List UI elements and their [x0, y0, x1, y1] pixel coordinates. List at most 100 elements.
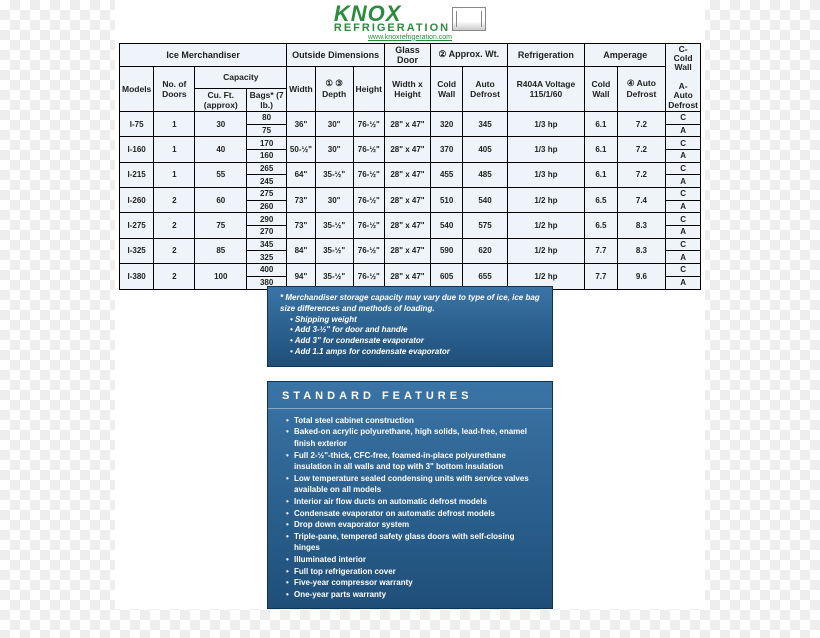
cell-amp-auto: 8.3 — [617, 238, 666, 263]
cell-bags-bot: 260 — [247, 200, 287, 213]
cell-cuft: 30 — [195, 112, 247, 137]
cell-amp-auto: 7.2 — [617, 112, 666, 137]
spec-table: Ice Merchandiser Outside Dimensions Glas… — [119, 43, 701, 280]
table-row: I-32528534584"35-½"76-½"28" x 47"5906201… — [120, 238, 701, 251]
hdr-depth: ① ③ Depth — [315, 66, 353, 111]
cell-height: 76-½" — [353, 238, 384, 263]
table-row: I-26026027573"30"76-½"28" x 47"5105401/2… — [120, 188, 701, 201]
cell-ca-a: A — [666, 200, 701, 213]
table-row: I-751308036"30"76-½"28" x 47"3203451/3 h… — [120, 112, 701, 125]
spec-table-head: Ice Merchandiser Outside Dimensions Glas… — [120, 43, 701, 111]
cell-refrig: 1/3 hp — [507, 112, 585, 137]
notes-item: Shipping weight — [280, 315, 542, 326]
cell-depth: 35-½" — [315, 238, 353, 263]
cell-bags-bot: 245 — [247, 175, 287, 188]
cell-model: I-325 — [120, 238, 154, 263]
cell-width: 73" — [287, 213, 316, 238]
cell-doors: 1 — [154, 162, 195, 187]
page-container: KNOX REFRIGERATION www.knoxrefrigeration… — [115, 0, 705, 609]
cell-bags-top: 275 — [247, 188, 287, 201]
cell-model: I-260 — [120, 188, 154, 213]
cell-refrig: 1/2 hp — [507, 213, 585, 238]
notes-item: Add 3" for condensate evaporator — [280, 336, 542, 347]
logo-line2: REFRIGERATION — [334, 24, 450, 34]
feature-item: Full top refrigeration cover — [286, 566, 542, 578]
logo: KNOX REFRIGERATION — [334, 4, 486, 34]
cell-ca-a: A — [666, 226, 701, 239]
cell-amp-cold: 7.7 — [585, 238, 617, 263]
grp-ice: Ice Merchandiser — [120, 43, 287, 66]
cell-width: 84" — [287, 238, 316, 263]
hdr-refrig: R404A Voltage 115/1/60 — [507, 66, 585, 111]
cell-depth: 30" — [315, 112, 353, 137]
cell-width: 73" — [287, 188, 316, 213]
sub-header-row-1: Models No. of Doors Capacity Width ① ③ D… — [120, 66, 701, 88]
table-row: I-16014017050-½"30"76-½"28" x 47"3704051… — [120, 137, 701, 150]
feature-item: Condensate evaporator on automatic defro… — [286, 508, 542, 520]
cell-amp-auto: 7.2 — [617, 137, 666, 162]
cell-amp-auto: 8.3 — [617, 213, 666, 238]
feature-item: Five-year compressor warranty — [286, 577, 542, 589]
cell-model: I-215 — [120, 162, 154, 187]
cell-doors: 2 — [154, 188, 195, 213]
feature-item: Illuminated interior — [286, 554, 542, 566]
cell-wt-cold: 540 — [430, 213, 462, 238]
hdr-models: Models — [120, 66, 154, 111]
feature-item: Interior air flow ducts on automatic def… — [286, 496, 542, 508]
cell-doors: 1 — [154, 137, 195, 162]
table-row: I-380210040094"35-½"76-½"28" x 47"605655… — [120, 264, 701, 277]
cell-height: 76-½" — [353, 112, 384, 137]
cell-model: I-380 — [120, 264, 154, 289]
cell-cuft: 60 — [195, 188, 247, 213]
cell-amp-cold: 6.1 — [585, 162, 617, 187]
features-title: STANDARD FEATURES — [268, 382, 552, 409]
cooler-icon — [452, 7, 486, 31]
cell-amp-cold: 6.5 — [585, 213, 617, 238]
notes-item: Add 1.1 amps for condensate evaporator — [280, 347, 542, 358]
cell-wt-cold: 510 — [430, 188, 462, 213]
cell-glass: 28" x 47" — [385, 188, 431, 213]
cell-doors: 2 — [154, 264, 195, 289]
cell-ca-a: A — [666, 276, 701, 289]
cell-amp-cold: 6.1 — [585, 137, 617, 162]
hdr-wtcold: Cold Wall — [430, 66, 462, 111]
notes-list: Shipping weightAdd 3-½" for door and han… — [280, 315, 542, 358]
grp-wt: ② Approx. Wt. — [430, 43, 507, 66]
cell-ca-c: C — [666, 137, 701, 150]
notes-item: Add 3-½" for door and handle — [280, 325, 542, 336]
cell-wt-auto: 620 — [463, 238, 507, 263]
cell-bags-top: 290 — [247, 213, 287, 226]
cell-doors: 1 — [154, 112, 195, 137]
cell-wt-cold: 370 — [430, 137, 462, 162]
notes-star: Merchandiser storage capacity may vary d… — [280, 293, 540, 313]
cell-wt-cold: 455 — [430, 162, 462, 187]
cell-wt-auto: 485 — [463, 162, 507, 187]
logo-text: KNOX REFRIGERATION — [334, 4, 450, 34]
hdr-height: Height — [353, 66, 384, 111]
cell-ca-a: A — [666, 251, 701, 264]
logo-line1: KNOX — [334, 4, 402, 24]
group-header-row: Ice Merchandiser Outside Dimensions Glas… — [120, 43, 701, 66]
cell-wt-auto: 540 — [463, 188, 507, 213]
cell-cuft: 55 — [195, 162, 247, 187]
hdr-glass: Width x Height — [385, 66, 431, 111]
grp-dim: Outside Dimensions — [287, 43, 385, 66]
cell-amp-cold: 6.5 — [585, 188, 617, 213]
cell-width: 64" — [287, 162, 316, 187]
spec-table-body: I-751308036"30"76-½"28" x 47"3203451/3 h… — [120, 112, 701, 289]
cell-bags-top: 80 — [247, 112, 287, 125]
feature-item: Baked-on acrylic polyurethane, high soli… — [286, 426, 542, 449]
cell-wt-auto: 405 — [463, 137, 507, 162]
cell-ca-c: C — [666, 213, 701, 226]
feature-item: Drop down evaporator system — [286, 519, 542, 531]
cell-height: 76-½" — [353, 162, 384, 187]
feature-item: One-year parts warranty — [286, 589, 542, 601]
cell-model: I-275 — [120, 213, 154, 238]
ca-legend-c: C- Cold Wall — [668, 45, 698, 73]
cell-ca-c: C — [666, 112, 701, 125]
cell-refrig: 1/3 hp — [507, 137, 585, 162]
cell-amp-auto: 7.4 — [617, 188, 666, 213]
cell-glass: 28" x 47" — [385, 213, 431, 238]
cell-wt-auto: 575 — [463, 213, 507, 238]
features-list: Total steel cabinet constructionBaked-on… — [268, 415, 552, 601]
